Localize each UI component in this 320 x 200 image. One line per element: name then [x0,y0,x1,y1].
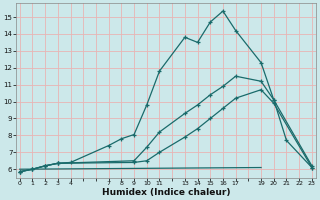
X-axis label: Humidex (Indice chaleur): Humidex (Indice chaleur) [101,188,230,197]
